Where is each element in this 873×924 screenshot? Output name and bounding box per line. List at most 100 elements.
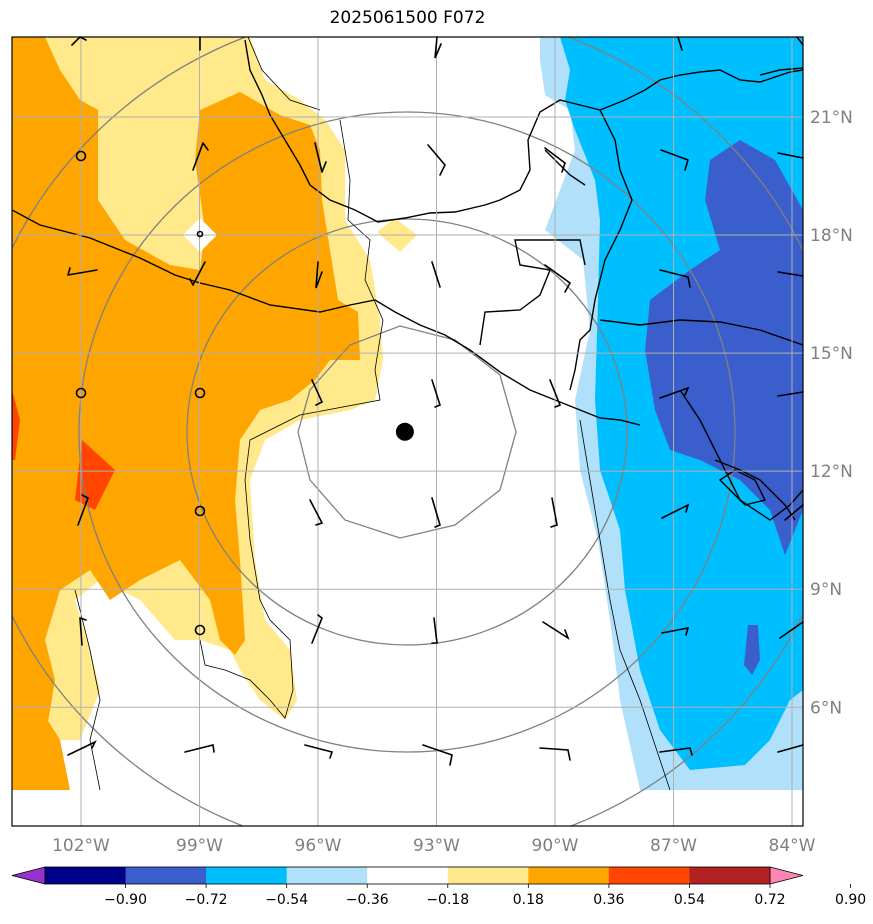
gulf-coast: [244, 39, 601, 223]
longitude-label: 102°W: [52, 836, 110, 856]
wind-barb: [431, 379, 441, 408]
guatemala-border: [479, 239, 586, 346]
colorbar-tick-label: 0.90: [835, 892, 866, 908]
calm-wind-marker: [194, 505, 206, 517]
wind-barb: [189, 261, 206, 286]
calm-wind-marker: [194, 624, 206, 636]
wind-barb: [659, 269, 691, 288]
wind-barb: [796, 36, 804, 46]
mexico-pacific-coast: [12, 209, 641, 426]
contour-red-orange-2: [12, 390, 20, 460]
wind-barb: [304, 744, 334, 759]
wind-barb: [777, 271, 804, 277]
longitude-labels: 102°W 99°W 96°W 93°W 90°W 87°W 84°W: [52, 836, 816, 856]
wind-barb: [659, 386, 690, 399]
map-title: 2025061500 F072: [329, 8, 486, 28]
colorbar-bin: [689, 867, 771, 884]
yucatan-north-coast: [544, 149, 586, 186]
wind-barb: [422, 744, 453, 766]
latitude-label: 6°N: [810, 698, 842, 718]
colorbar-tick-label: −0.36: [346, 892, 389, 908]
range-ring-1: [297, 325, 517, 539]
gridlines: [12, 37, 803, 826]
colorbar-tick-label: 0.54: [674, 892, 705, 908]
colorbar-bin: [286, 867, 368, 884]
yucatan-coast: [599, 69, 803, 111]
latitude-labels: 21°N 18°N 15°N 12°N 9°N 6°N: [810, 108, 853, 718]
eez-east: [579, 419, 671, 791]
belize-coast: [569, 109, 633, 391]
colorbar-tick-labels: −0.90 −0.72 −0.54 −0.36 −0.18 0.18 0.36 0.54 0.7…: [104, 884, 866, 908]
wind-barb: [660, 149, 689, 171]
wind-barbs: [67, 36, 804, 766]
latitude-label: 9°N: [810, 580, 842, 600]
longitude-label: 99°W: [176, 836, 223, 856]
wind-barb: [550, 497, 558, 528]
colorbar-tick-label: −0.72: [185, 892, 228, 908]
wind-barb: [311, 614, 323, 644]
contour-royal-blue-small: [744, 625, 760, 675]
wind-barb: [315, 261, 323, 289]
latitude-label: 18°N: [810, 226, 853, 246]
colorbar-bin: [125, 867, 207, 884]
wind-barb: [544, 264, 572, 293]
calm-wind-marker: [75, 150, 87, 162]
colorbar-tick-label: −0.90: [104, 892, 147, 908]
wind-barb: [431, 617, 438, 644]
wind-barb: [677, 36, 683, 51]
nicaragua-lake: [718, 469, 767, 506]
calm-markers: [75, 150, 206, 636]
wind-barb: [784, 504, 804, 521]
colorbar-bin: [528, 867, 610, 884]
colorbar-bin: [206, 867, 288, 884]
colorbar-tick-label: 0.18: [513, 892, 544, 908]
colorbar-bin: [608, 867, 690, 884]
contour-field: [12, 37, 803, 790]
wind-barb: [431, 261, 441, 288]
colorbar-tick-label: −0.18: [426, 892, 469, 908]
colorbar-bin: [447, 867, 529, 884]
wind-barb: [777, 744, 804, 753]
wind-barb: [314, 142, 327, 173]
wind-barb: [67, 267, 98, 276]
colorbar-bin: [367, 867, 449, 884]
wind-barb: [427, 144, 446, 176]
colorbar-outline: [44, 866, 771, 885]
colorbar-extend-high: [769, 866, 804, 885]
map-frame: [11, 36, 804, 827]
wind-barb: [184, 744, 215, 753]
coastlines: [12, 39, 803, 521]
longitude-label: 87°W: [650, 836, 697, 856]
colorbar-extend-low: [11, 866, 46, 885]
wind-barb: [539, 747, 571, 761]
wind-barb: [777, 152, 804, 159]
wind-barb: [79, 617, 87, 646]
wind-barb: [192, 142, 209, 171]
wind-barb: [309, 499, 324, 526]
storm-center-marker: [395, 422, 414, 441]
wind-barb: [67, 740, 97, 756]
wind-barb: [661, 503, 690, 519]
wind-barb: [549, 379, 562, 408]
wind-barb: [661, 626, 690, 636]
colorbar: [11, 866, 804, 885]
latitude-label: 15°N: [810, 344, 853, 364]
colorbar-tick-label: 0.36: [593, 892, 624, 908]
cuba-coast: [759, 67, 803, 76]
colorbar-tick-label: 0.72: [754, 892, 785, 908]
colorbar-bin: [45, 867, 127, 884]
wind-barb: [779, 621, 804, 639]
latitude-label: 12°N: [810, 462, 853, 482]
wind-barb: [311, 379, 324, 406]
calm-wind-marker: [194, 387, 206, 399]
longitude-label: 90°W: [532, 836, 579, 856]
boundary-lines: [74, 37, 671, 791]
wind-barb: [431, 497, 441, 528]
wind-barb: [542, 621, 570, 640]
colorbar-tick-label: −0.54: [265, 892, 308, 908]
eez-center: [199, 119, 384, 719]
calm-wind-marker: [75, 387, 87, 399]
costa-rica-coast: [714, 459, 796, 521]
range-rings: [12, 37, 803, 826]
